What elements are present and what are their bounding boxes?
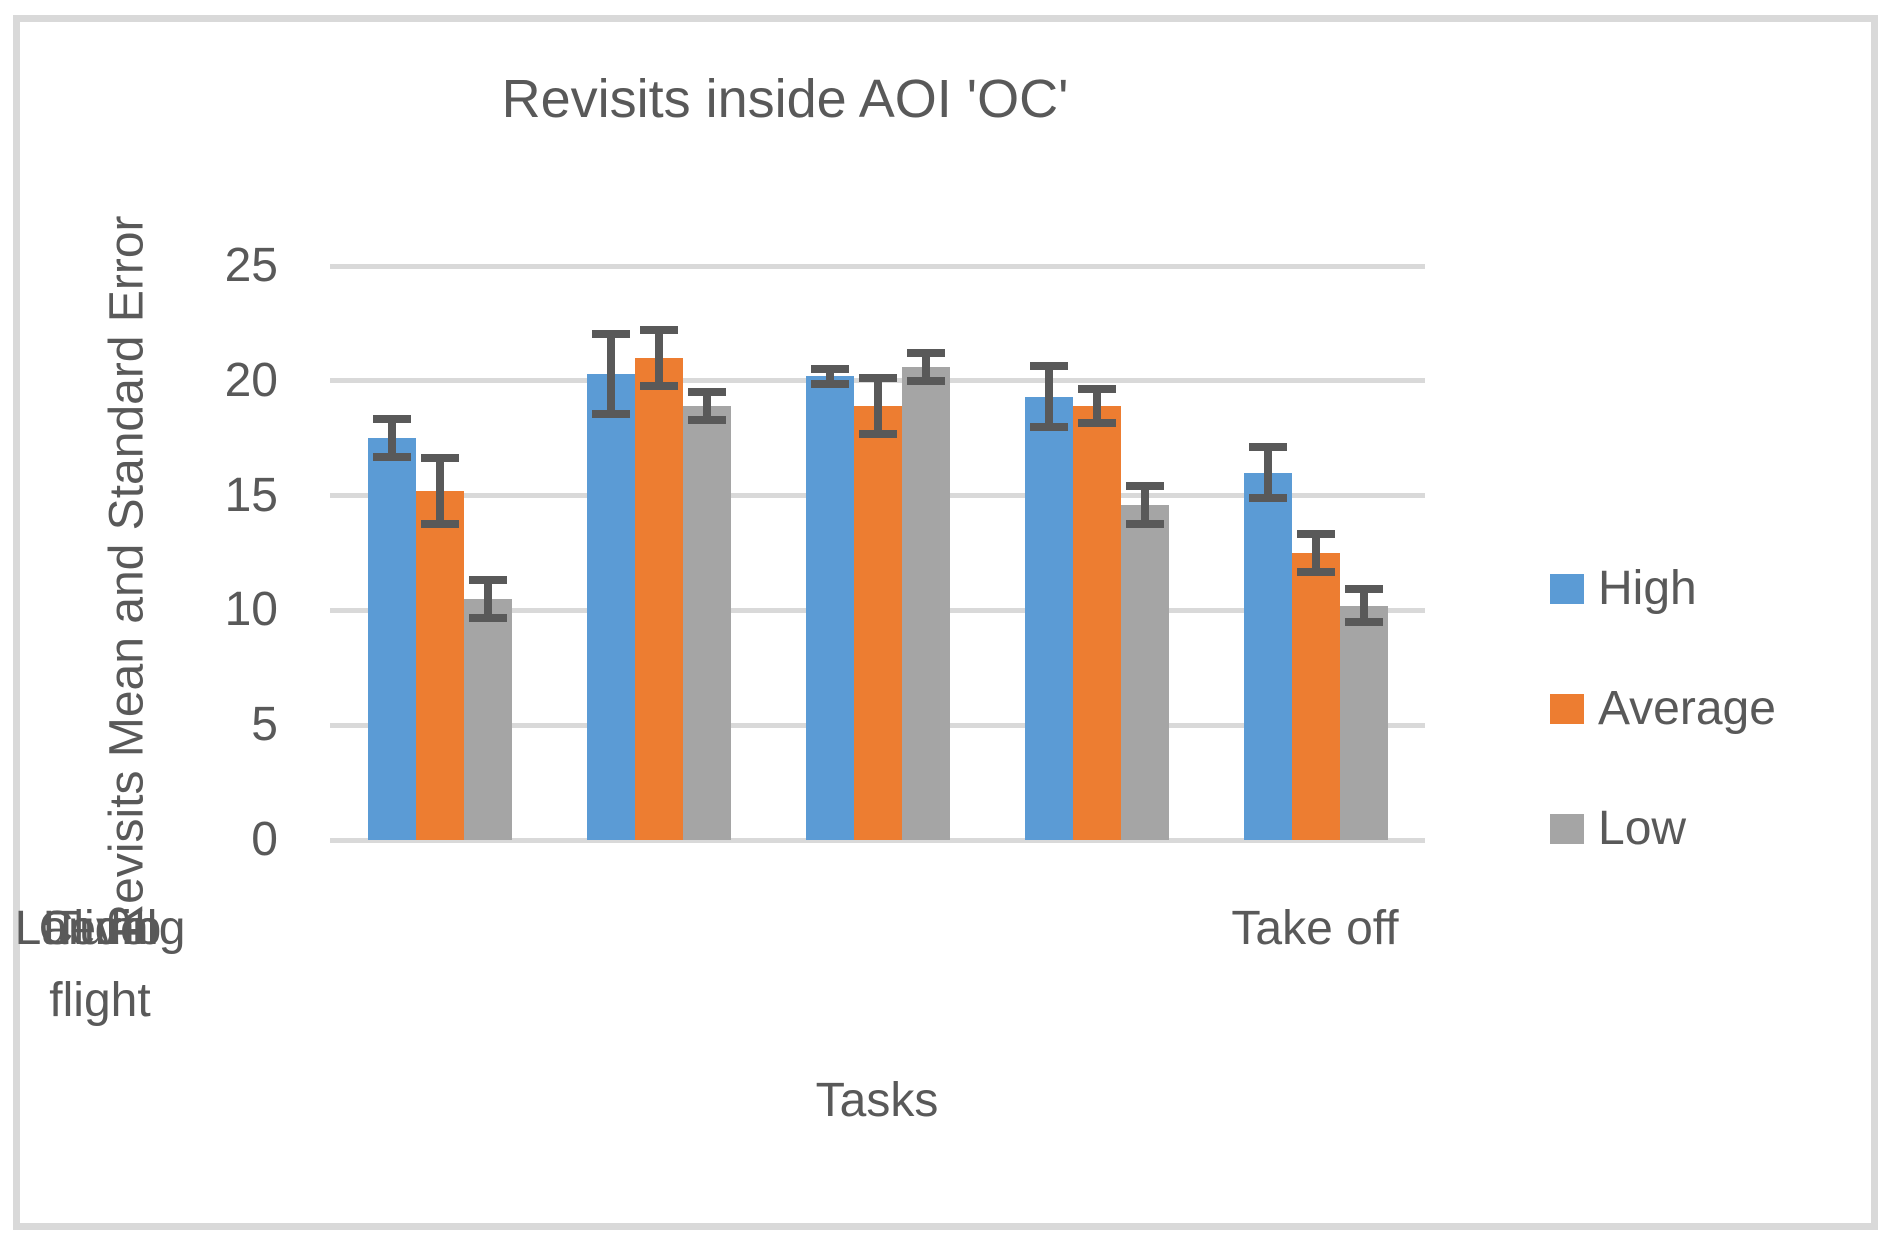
error-cap-top bbox=[858, 373, 897, 382]
bar-high-level-flight bbox=[805, 376, 854, 840]
bar-high-climb bbox=[586, 373, 635, 840]
chart-title: Revisits inside AOI 'OC' bbox=[501, 69, 1069, 129]
bar-high-take-off bbox=[367, 438, 416, 840]
error-cap-bottom bbox=[372, 453, 411, 462]
error-bar-average-landing bbox=[1311, 530, 1320, 576]
error-cap-bottom bbox=[1344, 618, 1383, 627]
error-bar-high-climb bbox=[606, 330, 615, 418]
error-cap-top bbox=[1125, 481, 1164, 490]
y-tick-label-10: 10 bbox=[224, 583, 278, 637]
error-cap-top bbox=[1248, 442, 1287, 451]
error-cap-top bbox=[591, 330, 630, 339]
x-category-label-level-flight: Level flight bbox=[42, 902, 158, 1027]
error-cap-bottom bbox=[1296, 567, 1335, 576]
error-bar-high-turn bbox=[1044, 362, 1053, 432]
error-cap-top bbox=[687, 387, 726, 396]
error-bar-high-take-off bbox=[387, 415, 396, 462]
error-cap-top bbox=[420, 454, 459, 463]
bar-average-level-flight bbox=[853, 406, 902, 840]
error-bar-average-climb bbox=[654, 325, 663, 390]
error-bar-low-take-off bbox=[483, 575, 492, 622]
error-cap-bottom bbox=[687, 416, 726, 425]
error-cap-bottom bbox=[591, 409, 630, 418]
legend-label-low: Low bbox=[1598, 802, 1687, 855]
error-cap-top bbox=[1344, 585, 1383, 594]
bar-low-take-off bbox=[463, 598, 512, 840]
x-category-label-turn: Turn bbox=[51, 902, 149, 955]
bar-low-landing bbox=[1339, 605, 1388, 840]
legend-label-average: Average bbox=[1598, 682, 1776, 735]
error-cap-bottom bbox=[1125, 519, 1164, 528]
bar-high-landing bbox=[1243, 472, 1292, 840]
bar-low-level-flight bbox=[901, 367, 950, 840]
legend-swatch-low bbox=[1550, 813, 1584, 844]
error-cap-top bbox=[639, 325, 678, 334]
error-cap-bottom bbox=[468, 613, 507, 622]
y-tick-label-20: 20 bbox=[224, 353, 278, 407]
error-bar-low-landing bbox=[1359, 585, 1368, 627]
error-cap-bottom bbox=[1077, 418, 1116, 427]
error-bar-low-climb bbox=[702, 387, 711, 425]
x-category-label-climb: Climb bbox=[38, 902, 162, 955]
bar-low-turn bbox=[1120, 504, 1169, 840]
error-bar-average-level-flight bbox=[873, 373, 882, 439]
error-bar-average-turn bbox=[1092, 385, 1101, 427]
error-bar-low-turn bbox=[1140, 481, 1149, 528]
legend-item-high: High bbox=[1550, 561, 1697, 616]
error-cap-top bbox=[810, 364, 849, 373]
legend-swatch-average bbox=[1550, 693, 1584, 724]
bar-average-landing bbox=[1291, 553, 1340, 840]
error-bar-high-landing bbox=[1263, 442, 1272, 503]
y-tick-label-0: 0 bbox=[251, 813, 278, 866]
legend-item-average: Average bbox=[1550, 681, 1776, 736]
error-bar-average-take-off bbox=[435, 454, 444, 528]
x-axis-title: Tasks bbox=[815, 1074, 939, 1127]
error-cap-top bbox=[1296, 530, 1335, 539]
error-cap-top bbox=[468, 575, 507, 584]
error-cap-top bbox=[1077, 385, 1116, 394]
x-category-label-landing: Landing bbox=[14, 902, 186, 955]
y-tick-label-25: 25 bbox=[224, 239, 278, 292]
bar-average-turn bbox=[1072, 406, 1121, 840]
y-tick-label-5: 5 bbox=[251, 698, 278, 752]
error-cap-bottom bbox=[420, 519, 459, 528]
error-cap-top bbox=[372, 415, 411, 424]
error-cap-bottom bbox=[1248, 494, 1287, 503]
gridline-y-25 bbox=[330, 263, 1425, 269]
error-cap-bottom bbox=[1029, 423, 1068, 432]
error-cap-bottom bbox=[906, 377, 945, 386]
error-cap-bottom bbox=[858, 430, 897, 439]
x-category-label-take-off: Take off bbox=[1231, 902, 1399, 955]
error-cap-bottom bbox=[810, 379, 849, 388]
legend-label-high: High bbox=[1598, 562, 1697, 615]
bar-average-climb bbox=[634, 357, 683, 840]
error-cap-top bbox=[1029, 362, 1068, 371]
error-bar-high-level-flight bbox=[825, 364, 834, 388]
legend-swatch-high bbox=[1550, 573, 1584, 604]
gridline-y-0 bbox=[330, 837, 1425, 843]
chart-border bbox=[13, 15, 1878, 1230]
legend-item-low: Low bbox=[1550, 801, 1686, 856]
error-cap-top bbox=[906, 348, 945, 357]
y-tick-label-15: 15 bbox=[224, 468, 278, 522]
bar-high-turn bbox=[1024, 396, 1073, 840]
bar-average-take-off bbox=[415, 491, 464, 840]
bar-low-climb bbox=[682, 406, 731, 840]
error-bar-low-level-flight bbox=[921, 348, 930, 386]
error-cap-bottom bbox=[639, 381, 678, 390]
